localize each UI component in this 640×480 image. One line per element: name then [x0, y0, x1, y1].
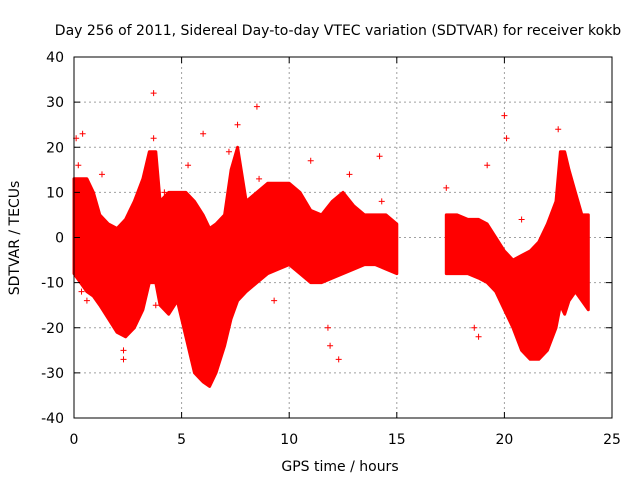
data-point — [324, 324, 331, 331]
data-point — [327, 342, 334, 349]
data-point — [335, 356, 342, 363]
data-point — [120, 347, 127, 354]
y-tick-label: 20 — [46, 140, 64, 156]
data-cloud-segment-1 — [72, 145, 399, 388]
data-point — [471, 324, 478, 331]
x-tick-label: 5 — [177, 432, 186, 448]
data-point — [234, 121, 241, 128]
data-point — [503, 135, 510, 142]
data-point — [161, 189, 168, 196]
data-point — [256, 175, 263, 182]
x-tick-label: 15 — [388, 432, 406, 448]
data-point — [253, 103, 260, 110]
data-point — [518, 216, 525, 223]
data-cloud-segment-2 — [444, 150, 590, 361]
data-point — [307, 157, 314, 164]
x-tick-label: 10 — [280, 432, 298, 448]
data-points — [73, 90, 562, 363]
y-axis-label: SDTVAR / TECUs — [7, 181, 23, 296]
chart-title: Day 256 of 2011, Sidereal Day-to-day VTE… — [55, 23, 621, 39]
data-point — [83, 297, 90, 304]
data-point — [443, 184, 450, 191]
data-point — [475, 333, 482, 340]
x-tick-label: 25 — [603, 432, 621, 448]
data-point — [501, 112, 508, 119]
y-tick-label: 10 — [46, 185, 64, 201]
y-tick-label: 0 — [55, 231, 64, 247]
y-tick-label: -10 — [41, 276, 64, 292]
x-tick-label: 20 — [495, 432, 513, 448]
x-tick-label: 0 — [70, 432, 79, 448]
data-point — [78, 288, 85, 295]
data-point — [120, 356, 127, 363]
y-tick-label: -20 — [41, 321, 64, 337]
data-point — [555, 126, 562, 133]
data-point — [98, 171, 105, 178]
data-point — [79, 130, 86, 137]
data-point — [150, 135, 157, 142]
data-point — [376, 153, 383, 160]
y-tick-label: 40 — [46, 50, 64, 66]
data-point — [346, 171, 353, 178]
data-point — [271, 297, 278, 304]
data-point — [185, 162, 192, 169]
data-point — [200, 130, 207, 137]
data-point — [75, 162, 82, 169]
data-point — [150, 90, 157, 97]
data-point — [202, 324, 209, 331]
y-tick-label: 30 — [46, 95, 64, 111]
data-point — [484, 162, 491, 169]
data-point — [225, 148, 232, 155]
data-point — [378, 198, 385, 205]
data-cloud — [72, 145, 590, 388]
y-tick-label: -40 — [41, 411, 64, 427]
data-point — [152, 302, 159, 309]
data-point — [152, 175, 159, 182]
axis-ticks: -40 -30 -20 -10 0 10 20 30 40 0 5 10 15 20 25 — [41, 50, 621, 448]
x-axis-label: GPS time / hours — [281, 459, 398, 475]
y-tick-label: -30 — [41, 366, 64, 382]
